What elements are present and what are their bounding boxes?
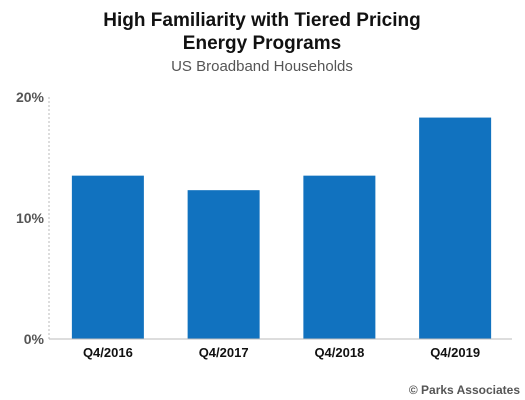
- bar-q4-2016: [71, 175, 144, 339]
- y-tick-label: 0%: [24, 331, 45, 347]
- x-axis: Q4/2016 Q4/2017 Q4/2018 Q4/2019: [83, 345, 480, 360]
- chart-title: High Familiarity with Tiered Pricing: [103, 10, 420, 31]
- x-tick-label: Q4/2017: [199, 345, 249, 360]
- y-axis: 0% 10% 20%: [16, 89, 45, 347]
- bar-q4-2018: [303, 175, 376, 339]
- y-tick-label: 10%: [16, 210, 45, 226]
- chart-title-line2: Energy Programs: [183, 33, 341, 54]
- bar-q4-2017: [187, 190, 260, 339]
- y-tick-label: 20%: [16, 89, 45, 105]
- bar-q4-2019: [419, 117, 492, 339]
- x-tick-label: Q4/2016: [83, 345, 133, 360]
- x-tick-label: Q4/2019: [430, 345, 480, 360]
- x-tick-label: Q4/2018: [314, 345, 364, 360]
- credit-text: © Parks Associates: [409, 383, 520, 397]
- bars: [71, 117, 492, 339]
- chart-subtitle: US Broadband Households: [171, 58, 353, 75]
